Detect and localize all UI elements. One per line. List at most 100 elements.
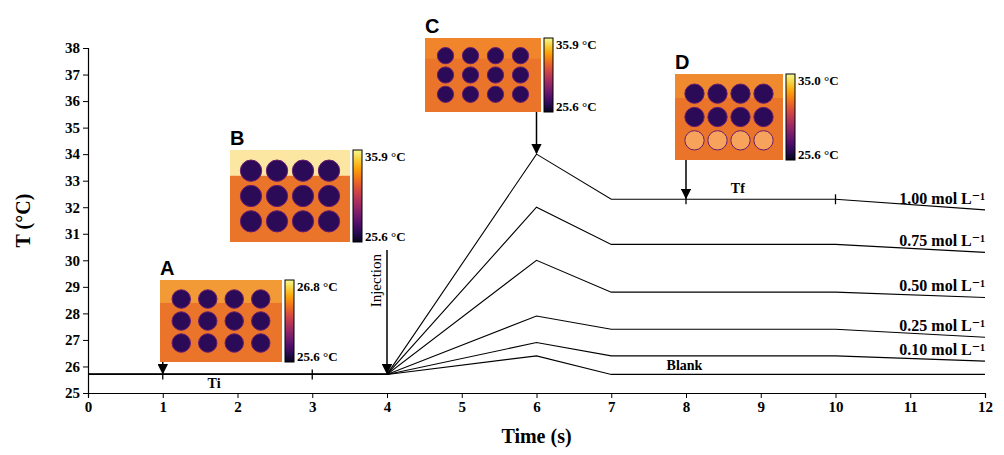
y-axis-line bbox=[83, 49, 89, 394]
y-tick-mark bbox=[83, 234, 88, 235]
inset-arrow bbox=[536, 112, 538, 153]
inset-letter: A bbox=[160, 257, 174, 279]
inset-letter: B bbox=[230, 127, 244, 149]
x-tick-mark bbox=[910, 393, 911, 398]
x-tick-label: 2 bbox=[234, 399, 242, 415]
inset-well bbox=[462, 48, 478, 64]
x-tick-mark bbox=[686, 393, 687, 398]
interval-label: Ti bbox=[208, 376, 221, 391]
annotation: Injection bbox=[368, 250, 387, 373]
inset-well bbox=[240, 211, 261, 232]
y-tick-label: 27 bbox=[65, 332, 81, 348]
inset-well bbox=[512, 67, 528, 83]
y-tick: 31 bbox=[65, 226, 88, 242]
y-tick: 35 bbox=[65, 120, 88, 136]
inset-well bbox=[240, 160, 261, 181]
x-axis: 0123456789101112 bbox=[85, 393, 993, 415]
x-tick: 7 bbox=[608, 393, 616, 415]
series-label: 0.10 mol L⁻¹ bbox=[899, 341, 985, 358]
inset-well bbox=[199, 312, 217, 330]
inset-well bbox=[487, 48, 503, 64]
x-tick-mark bbox=[985, 393, 986, 398]
series-line bbox=[88, 260, 985, 374]
y-tick-label: 35 bbox=[65, 120, 80, 136]
colorbar-min-label: 25.6 °C bbox=[556, 99, 597, 114]
y-tick-label: 33 bbox=[65, 173, 80, 189]
x-tick-label: 10 bbox=[829, 399, 844, 415]
y-tick: 37 bbox=[65, 67, 88, 83]
y-tick-mark bbox=[83, 48, 88, 49]
inset-well bbox=[225, 334, 243, 352]
y-tick-label: 25 bbox=[65, 385, 80, 401]
colorbar-max-label: 35.9 °C bbox=[556, 37, 597, 52]
inset-letter: C bbox=[425, 15, 439, 37]
inset-well bbox=[225, 290, 243, 308]
inset-well bbox=[199, 290, 217, 308]
x-tick: 2 bbox=[234, 393, 242, 415]
y-tick: 25 bbox=[65, 385, 88, 401]
x-tick-label: 3 bbox=[309, 399, 317, 415]
inset-image bbox=[230, 150, 350, 242]
x-tick-mark bbox=[611, 393, 612, 398]
y-tick-mark bbox=[83, 101, 88, 102]
x-tick-label: 9 bbox=[758, 399, 766, 415]
x-tick-mark bbox=[163, 393, 164, 398]
y-tick-mark bbox=[83, 75, 88, 76]
series-line bbox=[88, 207, 985, 374]
y-tick-label: 34 bbox=[65, 146, 81, 162]
inset-well bbox=[266, 211, 287, 232]
colorbar bbox=[353, 150, 362, 242]
inset-well bbox=[318, 211, 339, 232]
colorbar-max-label: 35.9 °C bbox=[365, 149, 406, 164]
x-axis-line bbox=[89, 394, 986, 399]
inset: 26.8 °C25.6 °CA bbox=[160, 257, 338, 373]
interval-label: Tf bbox=[731, 181, 745, 196]
inset-well bbox=[437, 67, 453, 83]
x-tick-mark bbox=[836, 393, 837, 398]
x-tick-label: 5 bbox=[459, 399, 467, 415]
x-tick-mark bbox=[387, 393, 388, 398]
inset: 35.9 °C 25.6 °C C bbox=[425, 15, 597, 153]
inset-well bbox=[318, 160, 339, 181]
inset-well bbox=[252, 312, 270, 330]
x-tick: 5 bbox=[459, 393, 467, 415]
chart: 0123456789101112252627282930313233343536… bbox=[0, 0, 1004, 455]
inset-well bbox=[685, 84, 704, 103]
inset-well bbox=[252, 290, 270, 308]
y-tick-label: 32 bbox=[65, 200, 80, 216]
colorbar-min-label: 25.6 °C bbox=[798, 147, 839, 162]
y-tick-label: 37 bbox=[65, 67, 81, 83]
y-tick-mark bbox=[83, 260, 88, 261]
inset-image bbox=[160, 280, 282, 362]
x-tick-label: 12 bbox=[978, 399, 993, 415]
inset-well bbox=[292, 211, 313, 232]
x-tick: 6 bbox=[533, 393, 541, 415]
inset-arrow bbox=[162, 362, 164, 373]
inset-well bbox=[685, 131, 704, 150]
inset-well bbox=[172, 312, 190, 330]
inset-well bbox=[512, 48, 528, 64]
y-tick-label: 31 bbox=[65, 226, 80, 242]
x-tick: 12 bbox=[978, 393, 993, 415]
x-tick-label: 11 bbox=[904, 399, 918, 415]
series-label: 0.75 mol L⁻¹ bbox=[899, 232, 985, 249]
x-tick-mark bbox=[462, 393, 463, 398]
y-tick-mark bbox=[83, 181, 88, 182]
x-tick: 1 bbox=[160, 393, 168, 415]
inset-well bbox=[172, 290, 190, 308]
series-label: 0.50 mol L⁻¹ bbox=[899, 277, 985, 294]
inset-well bbox=[731, 107, 750, 126]
inset-image bbox=[675, 74, 783, 160]
inset: 35.0 °C25.6 °CD bbox=[675, 51, 839, 198]
y-tick: 27 bbox=[65, 332, 88, 348]
inset-well bbox=[172, 334, 190, 352]
y-tick: 33 bbox=[65, 173, 88, 189]
x-tick-mark bbox=[238, 393, 239, 398]
x-tick-mark bbox=[537, 393, 538, 398]
y-tick: 30 bbox=[65, 253, 88, 269]
inset-image bbox=[425, 38, 541, 112]
interval: Ti bbox=[163, 369, 313, 391]
inset-well bbox=[437, 48, 453, 64]
x-axis-title: Time (s) bbox=[501, 425, 571, 448]
series-label: Blank bbox=[667, 358, 703, 373]
